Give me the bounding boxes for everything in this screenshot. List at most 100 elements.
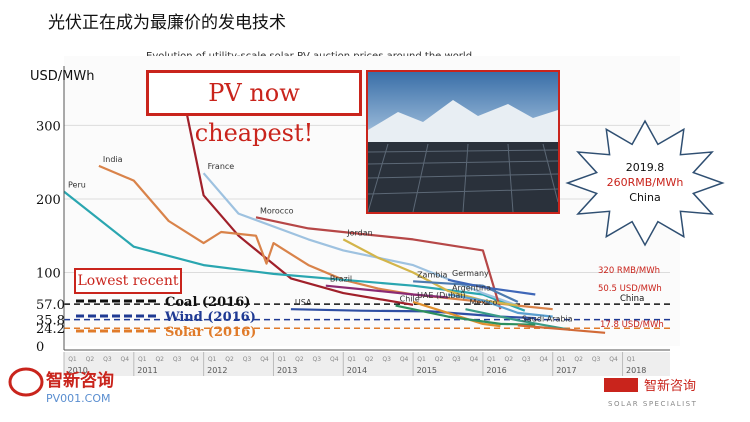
y-tick-label: 0 (36, 340, 44, 355)
x-axis-strip (64, 352, 670, 376)
x-year-label: 2012 (207, 366, 227, 375)
y-tick-label: 57.0 (36, 298, 65, 313)
series-label: Morocco (260, 206, 294, 215)
x-quarter-label: Q2 (86, 356, 95, 363)
x-quarter-label: Q2 (155, 356, 164, 363)
x-quarter-label: Q3 (592, 356, 601, 363)
x-quarter-label: Q4 (330, 356, 339, 363)
china-annotation: 17.8 USD/MWh (600, 320, 664, 330)
x-quarter-label: Q1 (487, 356, 496, 363)
x-quarter-label: Q1 (278, 356, 287, 363)
x-quarter-label: Q1 (347, 356, 356, 363)
x-quarter-label: Q3 (382, 356, 391, 363)
x-quarter-label: Q1 (417, 356, 426, 363)
x-quarter-label: Q3 (173, 356, 182, 363)
legend-label: Coal (2016) (165, 295, 250, 310)
starburst-text: China (629, 191, 660, 204)
china-annotation: China (620, 294, 644, 304)
series-label: USA (295, 298, 312, 307)
brand-mark-icon (604, 378, 638, 392)
series-label: Mexico (469, 298, 497, 307)
y-tick-label: 200 (36, 193, 61, 208)
y-tick-label: 24.2 (36, 322, 65, 337)
series-label: Germany (452, 269, 489, 278)
series-line (202, 172, 519, 307)
series-label: France (208, 162, 235, 171)
watermark-right-main: 智新咨询 (644, 378, 696, 394)
x-quarter-label: Q4 (470, 356, 479, 363)
x-quarter-label: Q1 (557, 356, 566, 363)
x-quarter-label: Q2 (225, 356, 234, 363)
series-line (412, 300, 501, 328)
series-label: Saudi Arabia (522, 314, 573, 323)
series-label: Brazil (330, 275, 352, 284)
x-quarter-label: Q4 (400, 356, 409, 363)
series-line (63, 190, 526, 312)
starburst-text: 260RMB/MWh (607, 176, 684, 189)
series-lines (63, 110, 606, 334)
series-line (290, 308, 536, 320)
series-line (395, 304, 536, 326)
x-quarter-label: Q3 (313, 356, 322, 363)
x-quarter-label: Q3 (243, 356, 252, 363)
x-quarter-label: Q2 (365, 356, 374, 363)
x-year-label: 2013 (277, 366, 297, 375)
x-year-label: 2018 (626, 366, 646, 375)
series-label: India (103, 155, 123, 164)
series-label: Zambia (417, 270, 447, 279)
china-annotation: 50.5 USD/MWh (598, 284, 662, 294)
china-annotation: 320 RMB/MWh (598, 266, 660, 276)
x-year-label: 2014 (347, 366, 367, 375)
x-year-label: 2010 (67, 366, 87, 375)
series-line (447, 278, 536, 296)
watermark-logo-right: 智新咨询 SOLAR SPECIALIST (604, 372, 744, 412)
x-year-label: 2011 (137, 366, 157, 375)
headline-callout: PV now cheapest! (146, 70, 362, 147)
watermark-logo-left: 智新咨询 PV001.COM (6, 362, 156, 406)
x-quarter-label: Q3 (103, 356, 112, 363)
starburst-shape (565, 119, 725, 247)
series-line (98, 164, 553, 311)
x-quarter-label: Q1 (208, 356, 217, 363)
watermark-left-main: 智新咨询 (46, 370, 114, 391)
x-year-label: 2015 (417, 366, 437, 375)
x-quarter-label: Q2 (435, 356, 444, 363)
x-quarter-label: Q1 (138, 356, 147, 363)
series-line (447, 293, 553, 318)
x-quarter-label: Q3 (452, 356, 461, 363)
x-year-label: 2016 (486, 366, 506, 375)
x-quarter-label: Q4 (539, 356, 548, 363)
series-line (517, 324, 606, 334)
series-label: Peru (68, 181, 86, 190)
x-quarter-label: Q4 (190, 356, 199, 363)
watermark-right-sub: SOLAR SPECIALIST (608, 400, 697, 408)
lowest-recent-label: Lowest recent (74, 268, 182, 294)
chart-axes: USD/MWh 0 24.235.857.0 100 200 300 Q1 Q2 Q3 Q4 201… (30, 66, 670, 376)
reference-lines: Coal (2016)Wind (2016)Solar (2016) (64, 295, 670, 340)
x-quarter-label: Q2 (574, 356, 583, 363)
series-line (465, 308, 571, 331)
solar-farm-photo (366, 70, 560, 214)
series-label: Chile (400, 295, 420, 304)
legend-label: Solar (2016) (165, 325, 256, 340)
x-quarter-label: Q2 (505, 356, 514, 363)
x-quarter-label: Q4 (609, 356, 618, 363)
legend-label: Wind (2016) (164, 310, 256, 325)
logo-swirl-icon (8, 367, 44, 397)
x-quarter-label: Q1 (68, 356, 77, 363)
series-label: UAE (Dubai) (417, 291, 466, 300)
series-label: Jordan (346, 228, 372, 237)
x-quarter-label: Q3 (522, 356, 531, 363)
watermark-left-sub: PV001.COM (46, 392, 110, 405)
series-label: Argentina (452, 284, 491, 293)
starburst-callout: 2019.8 260RMB/MWh China (565, 119, 725, 247)
x-quarter-label: Q1 (627, 356, 636, 363)
x-quarter-label: Q4 (260, 356, 269, 363)
series-line (413, 280, 519, 303)
x-quarter-label: Q4 (121, 356, 130, 363)
y-tick-label: 100 (36, 266, 61, 281)
series-line (255, 216, 502, 310)
x-quarter-label: Q2 (295, 356, 304, 363)
y-axis-label: USD/MWh (30, 69, 94, 84)
